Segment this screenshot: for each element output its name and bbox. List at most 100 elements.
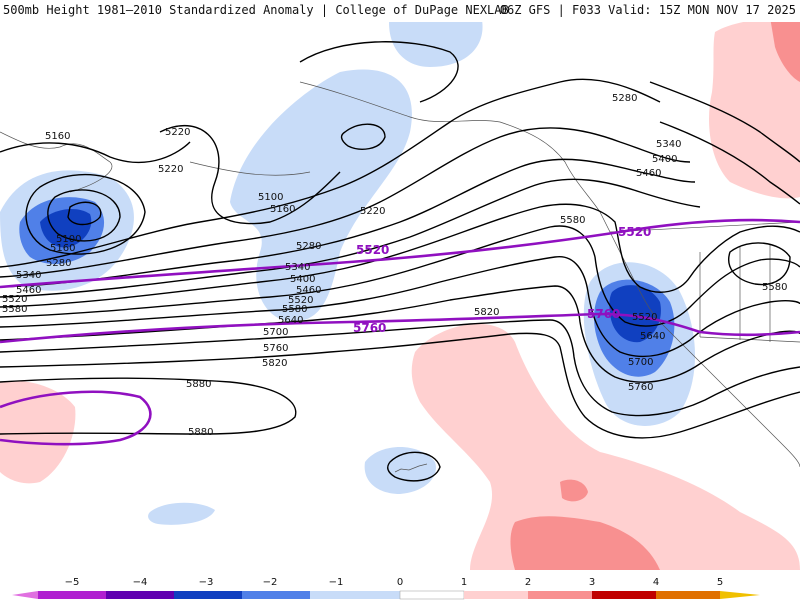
anomaly-neg1-bering — [389, 22, 483, 67]
contour-5520 — [0, 203, 800, 308]
colorbar-seg-neg5 — [38, 591, 106, 599]
anomaly-pos2-central-pacific — [510, 516, 660, 570]
colorbar-ramp — [12, 590, 760, 600]
anomaly-pos1-west-pacific — [0, 380, 76, 484]
contour-label: 5520 — [632, 312, 657, 323]
colorbar-tick: −3 — [199, 577, 214, 588]
contour-north-bering-ring — [299, 41, 459, 103]
colorbar-tick: −4 — [133, 577, 148, 588]
contour-5580 — [0, 225, 800, 327]
contour-label: 5580 — [2, 304, 27, 315]
contour-label: 5580 — [762, 282, 787, 293]
colorbar-seg-pos2 — [528, 591, 592, 599]
contour-5220-bering — [159, 125, 341, 225]
anomaly-neg3-aleutian-west — [40, 208, 92, 248]
contour-label: 5460 — [636, 168, 661, 179]
contour-closed-low-bering — [340, 123, 386, 150]
contour-east-canada-2 — [659, 121, 800, 205]
contour-label: 5880 — [186, 379, 211, 390]
contour-label: 5460 — [296, 285, 321, 296]
colorbar-tick: 1 — [461, 577, 467, 588]
colorbar-seg-zero — [399, 590, 465, 600]
alaska-coast — [299, 81, 601, 213]
land-outlines — [0, 81, 800, 473]
colorbar-tick: 2 — [525, 577, 531, 588]
colorbar-seg-neg3 — [174, 591, 242, 599]
height-contours — [0, 41, 800, 482]
model-valid-time: 06Z GFS | F033 Valid: 15Z MON NOV 17 202… — [499, 3, 796, 17]
contour-label: 5340 — [16, 270, 41, 281]
colorbar-tick: −2 — [263, 577, 278, 588]
contour-5580-east — [728, 242, 791, 286]
colorbar-tick: −1 — [329, 577, 344, 588]
highlight-label: 5520 — [618, 225, 651, 239]
contour-5820 — [0, 332, 800, 439]
anomaly-neg1-north-pacific — [230, 69, 412, 322]
colorbar: −5 −4 −3 −2 −1 0 1 2 3 4 5 — [0, 574, 800, 600]
highlight-label: 5520 — [356, 243, 389, 257]
contour-5280 — [0, 78, 661, 268]
contour-label: 5640 — [278, 315, 303, 326]
contour-label: 5100 — [258, 192, 283, 203]
contour-label: 5400 — [652, 154, 677, 165]
canada-us-border — [609, 221, 800, 233]
contour-label: 5340 — [656, 139, 681, 150]
contour-5220-west — [25, 174, 146, 255]
anomaly-pos1-central-pacific — [411, 323, 800, 570]
contour-5160-bering — [0, 141, 191, 163]
highlight-5760 — [0, 312, 800, 344]
aleutian-arc — [189, 161, 311, 176]
contour-east-canada-1 — [649, 81, 800, 163]
positive-anomaly-shading — [0, 22, 800, 570]
contour-label: 5580 — [560, 215, 585, 226]
contour-label: 5280 — [612, 93, 637, 104]
contour-label: 5160 — [270, 204, 295, 215]
contour-label: 5220 — [158, 164, 183, 175]
contour-label: 5700 — [628, 357, 653, 368]
highlight-5520 — [0, 218, 800, 289]
north-america-coast — [599, 211, 800, 468]
contour-label-layer: 5160 5220 5220 5100 5160 5220 5280 5340 … — [2, 93, 787, 438]
hawaii-islands — [394, 463, 428, 473]
contour-label: 5820 — [474, 307, 499, 318]
contour-label: 5520 — [288, 295, 313, 306]
colorbar-tick: 5 — [717, 577, 723, 588]
contour-5340 — [0, 127, 691, 278]
anomaly-pos2-south-fleck — [560, 479, 588, 502]
contour-label: 5100 — [56, 234, 81, 245]
contour-label: 5340 — [285, 262, 310, 273]
contour-label: 5220 — [360, 206, 385, 217]
contour-label: 5400 — [290, 274, 315, 285]
contour-5400 — [0, 158, 696, 288]
contour-5460 — [0, 178, 701, 298]
contour-label: 5580 — [282, 304, 307, 315]
weather-map[interactable]: 5160 5220 5220 5100 5160 5220 5280 5340 … — [0, 22, 800, 570]
anomaly-neg3-california — [609, 285, 661, 343]
title-bar: 500mb Height 1981–2010 Standardized Anom… — [0, 0, 800, 22]
contour-label: 5760 — [628, 382, 653, 393]
highlight-label: 5760 — [353, 321, 386, 335]
highlight-label-layer: 5520 5760 5520 5760 — [353, 225, 651, 335]
negative-anomaly-shading — [0, 22, 695, 525]
contour-label: 5760 — [263, 343, 288, 354]
contour-5160-low-west — [47, 189, 121, 242]
contour-label: 5280 — [296, 241, 321, 252]
colorbar-seg-pos1 — [464, 591, 528, 599]
colorbar-tick: 0 — [397, 577, 403, 588]
highlight-5880-closed — [0, 390, 152, 446]
colorbar-tick: −5 — [65, 577, 80, 588]
highlight-label: 5760 — [587, 307, 620, 321]
contour-label: 5280 — [46, 258, 71, 269]
anomaly-pos2-canada-ne — [770, 22, 800, 82]
contour-label: 5160 — [50, 243, 75, 254]
map-canvas: 5160 5220 5220 5100 5160 5220 5280 5340 … — [0, 22, 800, 570]
colorbar-tick: 4 — [653, 577, 659, 588]
contour-5880-west — [0, 377, 297, 435]
contour-5760 — [0, 319, 800, 417]
map-title: 500mb Height 1981–2010 Standardized Anom… — [3, 3, 509, 17]
highlight-contours — [0, 218, 800, 446]
contour-label: 5880 — [188, 427, 213, 438]
contour-label: 5520 — [2, 294, 27, 305]
contour-label: 5700 — [263, 327, 288, 338]
anomaly-neg1-hawaii — [364, 447, 436, 494]
